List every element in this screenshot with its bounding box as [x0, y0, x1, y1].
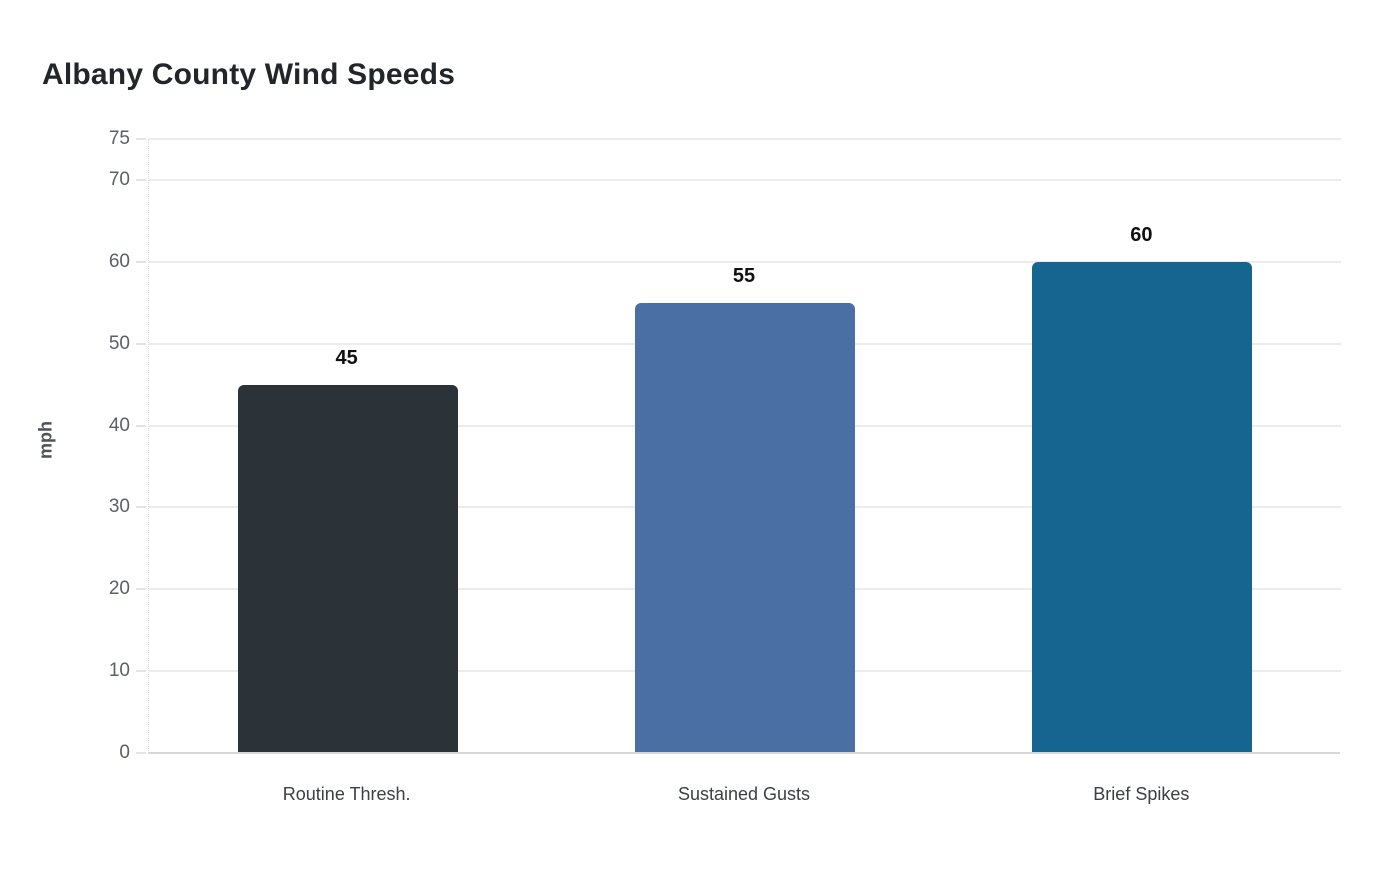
y-tick-label-10: 10: [108, 660, 130, 682]
y-tick-label-60: 60: [108, 250, 130, 272]
y-tick-label-75: 75: [108, 128, 130, 149]
y-tick-mark-60: [136, 260, 146, 263]
y-tick-label-50: 50: [108, 332, 130, 354]
y-tick-mark-75: [136, 138, 146, 140]
bar-1: [237, 384, 458, 753]
y-tick-mark-50: [136, 342, 146, 345]
y-tick-mark-40: [136, 424, 146, 427]
y-tick-label-0: 0: [119, 742, 130, 763]
y-tick-mark-20: [136, 588, 146, 591]
y-tick-mark-0: [136, 752, 146, 754]
bar-value-label-2: 55: [732, 264, 756, 287]
x-category-label-1: Routine Thresh.: [282, 784, 411, 804]
x-axis-line: [148, 752, 1340, 754]
y-tick-label-70: 70: [108, 168, 130, 190]
gridline-75: [149, 138, 1341, 140]
gridline-60: [149, 260, 1341, 263]
plot-area: [148, 138, 1341, 753]
gridline-70: [149, 178, 1341, 181]
x-category-label-3: Brief Spikes: [1093, 784, 1190, 804]
y-tick-label-40: 40: [108, 414, 130, 436]
bar-value-label-3: 60: [1130, 223, 1153, 246]
y-tick-mark-70: [136, 178, 146, 181]
y-tick-label-20: 20: [108, 578, 130, 600]
y-axis-title: mph: [35, 421, 56, 459]
y-tick-mark-10: [136, 670, 146, 673]
chart-title: Albany County Wind Speeds: [42, 58, 456, 91]
x-category-label-2: Sustained Gusts: [677, 784, 811, 804]
y-tick-label-30: 30: [108, 496, 130, 518]
bar-3: [1032, 261, 1253, 753]
bar-value-label-1: 45: [335, 346, 358, 369]
y-tick-mark-30: [136, 506, 146, 509]
bar-2: [635, 302, 855, 753]
